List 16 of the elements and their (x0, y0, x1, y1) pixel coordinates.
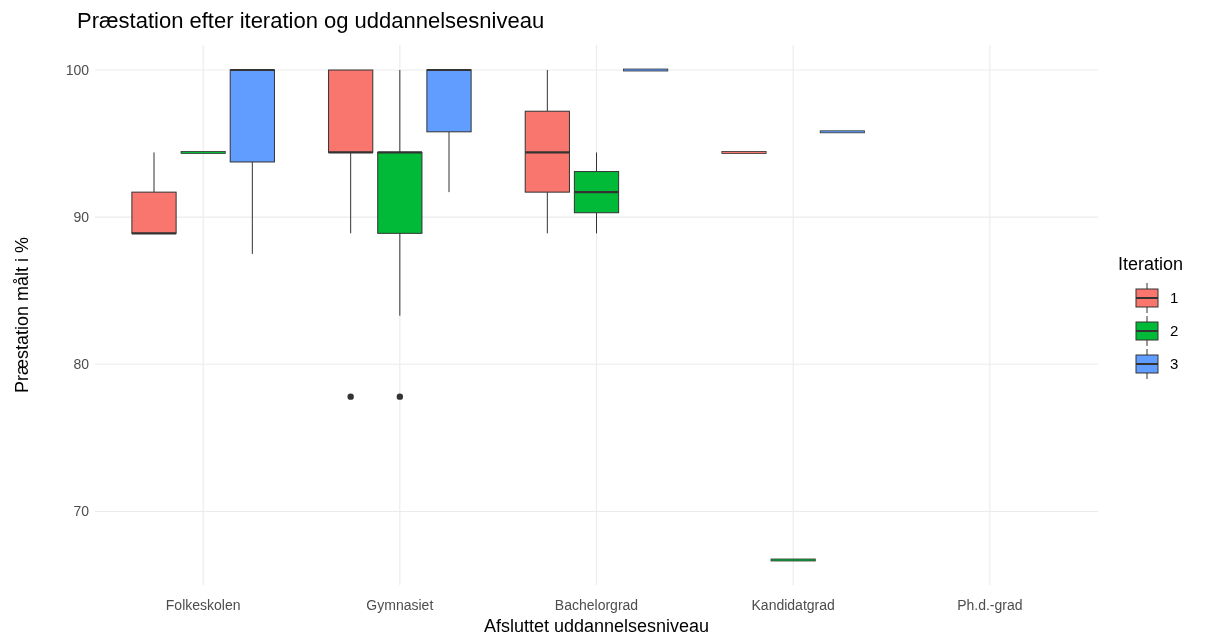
x-tick-label: Bachelorgrad (554, 597, 639, 613)
legend-label: 3 (1170, 355, 1179, 373)
x-tick-label: Kandidatgrad (751, 597, 835, 613)
x-tick-label: Folkeskolen (165, 597, 241, 613)
y-axis-title: Præstation målt i % (12, 236, 32, 394)
legend-title: Iteration (1118, 254, 1184, 274)
chart-title: Præstation efter iteration og uddannelsesniveau (77, 8, 545, 33)
y-tick-label: 80 (73, 356, 90, 373)
x-axis-title: Afsluttet uddannelsesniveau (483, 616, 710, 636)
legend-label: 1 (1170, 289, 1179, 307)
y-tick-label: 100 (65, 61, 90, 78)
x-tick-label: Gymnasiet (366, 597, 434, 613)
x-tick-label: Ph.d.-grad (957, 597, 1023, 613)
legend-label: 2 (1170, 322, 1179, 340)
y-tick-label: 90 (73, 209, 90, 226)
y-tick-label: 70 (73, 503, 90, 520)
